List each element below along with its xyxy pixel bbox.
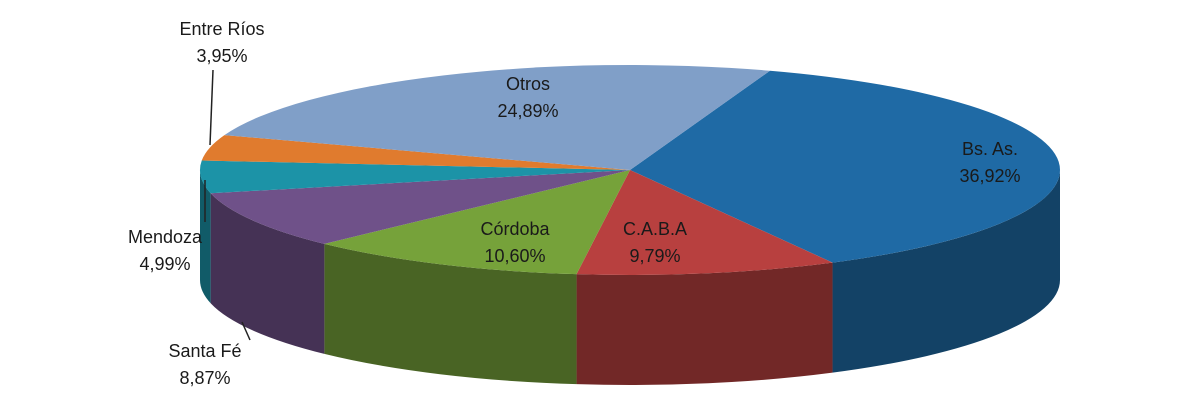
value-label: 4,99% — [139, 254, 190, 274]
slice — [224, 64, 770, 170]
leader-line — [209, 69, 214, 146]
slice-label: Otros — [506, 74, 550, 94]
slice-side — [200, 170, 211, 304]
value-label: 24,89% — [497, 101, 558, 121]
slice-label: Santa Fé — [168, 341, 241, 361]
slice — [630, 70, 1060, 263]
leader-line — [241, 321, 251, 341]
value-label: 3,95% — [196, 46, 247, 66]
pie-sides — [200, 170, 1060, 385]
slice-label: Bs. As. — [962, 139, 1018, 159]
slice — [199, 160, 630, 194]
slice-side — [832, 170, 1060, 373]
pie-tops — [199, 64, 1060, 275]
slice-label: Córdoba — [480, 219, 550, 239]
slice-label: Mendoza — [128, 227, 203, 247]
slice — [201, 135, 631, 170]
value-label: 8,87% — [179, 368, 230, 388]
value-label: 9,79% — [629, 246, 680, 266]
labels: Bs. As. 36,92% C.A.B.A 9,79% Córdoba 10,60% Sa… — [128, 19, 1021, 388]
value-label: 36,92% — [959, 166, 1020, 186]
slice-side — [210, 193, 325, 354]
slice-side — [576, 262, 833, 385]
slice — [324, 170, 630, 275]
value-label: 10,60% — [484, 246, 545, 266]
slice-label: Entre Ríos — [179, 19, 264, 39]
slice-side — [324, 243, 577, 385]
slice — [576, 170, 833, 275]
slice-label: C.A.B.A — [623, 219, 687, 239]
slice — [210, 170, 630, 244]
